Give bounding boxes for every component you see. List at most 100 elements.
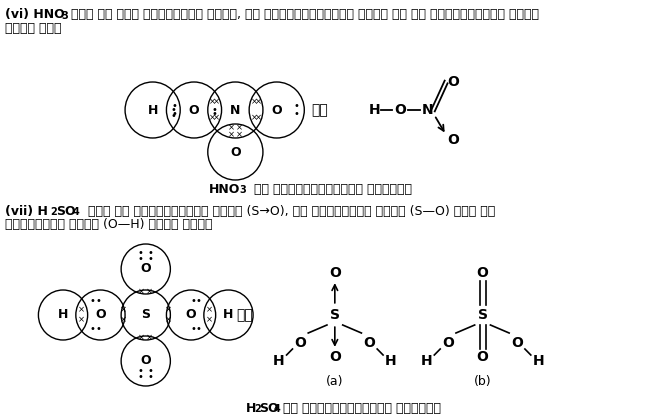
Text: ×: ×: [138, 333, 145, 342]
Text: S: S: [477, 308, 487, 322]
Text: O: O: [95, 309, 106, 321]
Text: ×: ×: [209, 97, 216, 107]
Text: •: •: [171, 109, 177, 119]
Text: •: •: [147, 248, 153, 258]
Text: •: •: [196, 324, 202, 334]
Text: SO: SO: [259, 402, 279, 415]
Text: 2: 2: [254, 404, 261, 414]
Text: O: O: [230, 145, 240, 158]
Text: ×: ×: [250, 113, 258, 123]
Text: O: O: [394, 103, 406, 117]
Text: S: S: [141, 309, 150, 321]
Text: O: O: [477, 266, 489, 280]
Text: O: O: [363, 336, 375, 350]
Text: ×: ×: [78, 315, 85, 325]
Text: (b): (b): [473, 375, 491, 388]
Text: ×: ×: [228, 131, 235, 139]
Text: O: O: [447, 133, 459, 147]
Text: ×: ×: [146, 333, 153, 342]
Text: H: H: [369, 103, 380, 117]
Text: O: O: [186, 309, 197, 321]
Text: O: O: [329, 266, 341, 280]
Text: ×: ×: [207, 305, 213, 315]
Text: •: •: [90, 296, 96, 306]
Text: H: H: [385, 354, 397, 368]
Text: ×: ×: [250, 97, 258, 107]
Text: की इलेक्ट्रॉनिक संरचना: की इलेक्ट्रॉनिक संरचना: [279, 402, 441, 415]
Text: •: •: [138, 248, 144, 258]
Text: O: O: [141, 354, 151, 368]
Text: ×: ×: [146, 288, 153, 297]
Text: HNO: HNO: [209, 183, 240, 196]
Text: O: O: [329, 350, 341, 364]
Text: •: •: [190, 296, 196, 306]
Text: •: •: [96, 296, 102, 306]
Text: H: H: [420, 354, 432, 368]
Text: •: •: [96, 324, 102, 334]
Text: •: •: [147, 372, 153, 382]
Text: •: •: [171, 101, 177, 111]
Text: •: •: [293, 101, 299, 111]
Text: 3: 3: [61, 11, 68, 21]
Text: या: या: [311, 103, 329, 117]
Text: •: •: [212, 105, 218, 115]
Text: O: O: [511, 336, 523, 350]
Text: O: O: [272, 103, 282, 116]
Text: N: N: [230, 103, 240, 116]
Text: •: •: [212, 109, 218, 119]
Text: 3: 3: [240, 185, 246, 195]
Text: ×: ×: [236, 131, 243, 139]
Text: ×: ×: [165, 305, 172, 315]
Text: 2: 2: [50, 207, 57, 217]
Text: SO: SO: [56, 205, 76, 218]
Text: •: •: [138, 366, 144, 376]
Text: ×: ×: [213, 97, 220, 107]
Text: •: •: [138, 254, 144, 264]
Text: 4: 4: [274, 404, 280, 414]
Text: O: O: [141, 262, 151, 276]
Text: O: O: [442, 336, 454, 350]
Text: ×: ×: [213, 113, 220, 123]
Text: •: •: [171, 111, 176, 121]
Text: ×: ×: [254, 113, 262, 123]
Text: O: O: [189, 103, 199, 116]
Text: O: O: [294, 336, 306, 350]
Text: (a): (a): [326, 375, 343, 388]
Text: H: H: [223, 309, 234, 321]
Text: O: O: [477, 350, 489, 364]
Text: H: H: [58, 309, 68, 321]
Text: में दो उपसहसंयोजक बन्ध (S→O), दो सहसंयोजक बन्ध (S—O) तथा दो: में दो उपसहसंयोजक बन्ध (S→O), दो सहसंयोज…: [80, 205, 495, 218]
Text: •: •: [90, 324, 96, 334]
Text: ×: ×: [120, 315, 127, 325]
Text: ×: ×: [207, 315, 213, 325]
Text: H: H: [533, 354, 544, 368]
Text: ×: ×: [236, 123, 243, 132]
Text: ×: ×: [165, 315, 172, 325]
Text: ×: ×: [120, 305, 127, 315]
Text: में दो एकल सहसंयोजक बन्ध, एक द्विसहसंयोजक बन्ध और एक उपसहसंयोजक बन्ध: में दो एकल सहसंयोजक बन्ध, एक द्विसहसंयोज…: [67, 8, 539, 21]
Text: H: H: [273, 354, 284, 368]
Text: (vii) H: (vii) H: [5, 205, 48, 218]
Text: •: •: [147, 254, 153, 264]
Text: ×: ×: [228, 123, 235, 132]
Text: •: •: [147, 366, 153, 376]
Text: •: •: [190, 324, 196, 334]
Text: •: •: [171, 105, 176, 115]
Text: •: •: [293, 109, 299, 119]
Text: 4: 4: [73, 207, 80, 217]
Text: (vi) HNO: (vi) HNO: [5, 8, 64, 21]
Text: S: S: [330, 308, 340, 322]
Text: O: O: [447, 75, 459, 89]
Text: ×: ×: [209, 113, 216, 123]
Text: होता है।: होता है।: [5, 22, 62, 35]
Text: •: •: [138, 372, 144, 382]
Text: •: •: [196, 296, 202, 306]
Text: सहसंयोजक बन्ध (O—H) होते हैं।: सहसंयोजक बन्ध (O—H) होते हैं।: [5, 218, 212, 231]
Text: ×: ×: [254, 97, 262, 107]
Text: की इलेक्ट्रॉनिक संरचना: की इलेक्ट्रॉनिक संरचना: [250, 183, 412, 196]
Text: ×: ×: [78, 305, 85, 315]
Text: H: H: [246, 402, 256, 415]
Text: H: H: [147, 103, 158, 116]
Text: N: N: [422, 103, 433, 117]
Text: ×: ×: [138, 288, 145, 297]
